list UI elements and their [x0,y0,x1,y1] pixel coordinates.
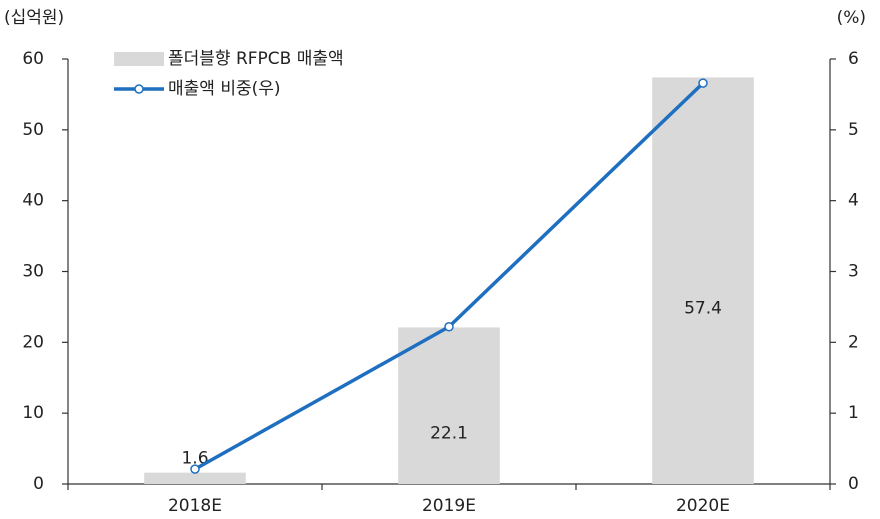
y2-tick-label: 3 [848,262,859,282]
legend-marker [134,84,144,94]
data-label: 22.1 [430,424,468,444]
legend-label: 폴더블향 RFPCB 매출액 [168,49,344,69]
line-marker [444,322,454,332]
x-tick-label: 2018E [168,496,222,516]
y-tick-label: 30 [22,262,44,282]
legend-label: 매출액 비중(우) [168,79,281,99]
bar [652,77,754,485]
y-tick-label: 0 [33,474,44,494]
x-tick-label: 2019E [422,496,476,516]
y-tick-label: 50 [22,120,44,140]
y2-tick-label: 1 [848,403,859,423]
y2-tick-label: 4 [848,191,859,211]
y-axis-label: (십억원) [4,8,64,28]
y-tick-label: 60 [22,49,44,69]
y2-tick-label: 5 [848,120,859,140]
y-tick-label: 20 [22,332,44,352]
y-tick-label: 40 [22,191,44,211]
y2-tick-label: 0 [848,474,859,494]
line-marker [698,78,708,88]
legend-swatch [114,52,164,66]
y-tick-label: 10 [22,403,44,423]
y2-axis-label: (%) [837,8,866,28]
x-tick-label: 2020E [676,496,730,516]
y2-tick-label: 2 [848,332,859,352]
line-marker [190,464,200,474]
bar [144,472,246,484]
y2-tick-label: 6 [848,49,859,69]
bar [398,327,500,484]
data-label: 57.4 [684,299,722,319]
